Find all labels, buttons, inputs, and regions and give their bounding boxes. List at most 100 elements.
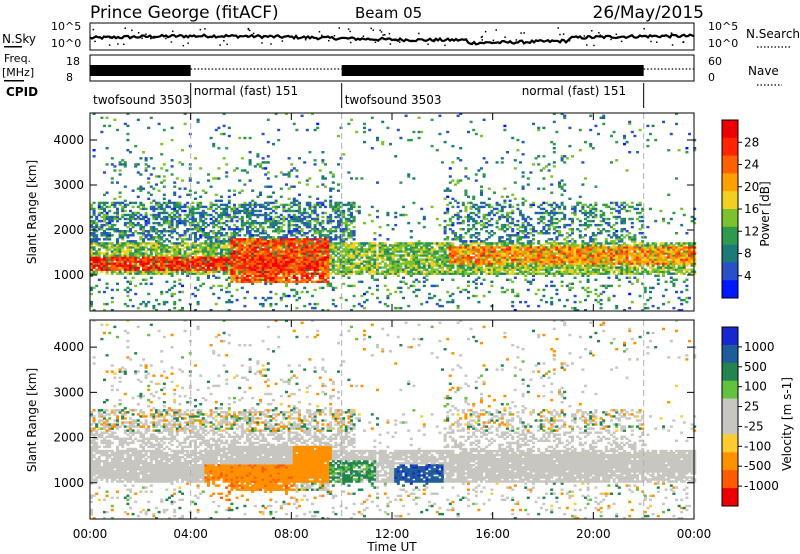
power-cell [324,185,327,188]
power-cell [378,256,382,259]
power-cell [511,262,515,265]
power-cell [402,242,405,245]
power-cell [407,244,411,247]
power-cell [311,294,314,298]
power-cell [537,266,541,269]
power-cell [277,270,281,273]
power-cell [277,260,281,263]
power-cell [539,262,543,265]
power-cell [402,258,405,261]
power-cell [399,254,403,257]
power-cell [209,260,213,263]
power-cell [459,258,463,261]
power-cell [503,264,507,267]
power-cell [238,191,242,194]
power-cell [162,250,166,253]
power-cell [303,252,307,255]
power-cell [521,203,525,207]
power-cell [238,254,242,257]
power-cell [196,118,200,122]
power-cell [292,167,296,170]
power-cell [165,221,169,225]
power-cell [521,217,525,221]
power-cell [183,254,187,257]
cpid-row: CPID twofsound 3503 normal (fast) 151 tw… [6,83,645,108]
power-cell [277,215,281,219]
power-cell [324,262,327,265]
power-cell [298,242,301,245]
power-cell [537,254,541,257]
power-cell [95,244,99,247]
power-cell [227,284,231,288]
power-cell [199,246,203,249]
power-cell [506,278,509,282]
power-cell [240,189,244,192]
power-cell [246,209,249,213]
power-cell [316,250,320,253]
power-cell [316,240,320,243]
power-cell [443,262,447,265]
power-cell [126,240,130,243]
power-cell [266,278,270,282]
power-cell [261,256,265,259]
nsearch-dot [427,43,429,45]
power-cell [430,266,434,269]
power-cell [149,258,153,261]
power-cell [428,242,431,245]
power-cell [253,280,257,284]
power-cell [186,215,190,219]
power-cell [113,254,117,257]
power-cell [178,268,182,271]
power-cell [121,236,125,239]
power-cell [295,230,299,233]
power-cell [212,144,216,148]
power-cell [105,215,109,219]
power-cell [123,242,127,245]
power-cell [344,266,348,269]
power-cell [524,230,528,233]
power-cell [513,256,517,259]
power-cell [144,242,148,245]
power-cell [103,256,106,259]
power-cell [160,250,164,253]
power-cell [321,201,325,205]
power-cell [126,304,130,308]
power-cell [134,260,138,263]
power-cell [92,258,96,261]
power-cell [139,187,143,190]
power-cell [199,242,203,245]
power-cell [350,234,353,237]
power-cell [285,236,288,239]
power-cell [337,215,340,219]
power-cell [266,250,270,253]
power-cell [513,250,517,253]
power-cell [318,246,322,249]
power-cell [259,225,262,229]
power-cell [305,272,309,275]
power-cell [248,163,252,166]
power-cell [261,296,265,300]
power-cell [269,219,273,223]
power-cell [217,213,221,217]
power-cell [461,260,465,263]
power-cell [279,246,283,249]
power-cell [251,207,255,211]
power-cell [472,128,476,132]
power-cell [131,211,135,215]
power-cell [464,258,468,261]
power-cell [225,246,229,249]
power-cell [131,266,135,269]
power-cell [129,256,132,259]
power-cell [157,203,161,207]
power-cell [251,242,255,245]
power-cell [474,173,478,176]
power-cell [230,266,234,269]
power-cell [175,262,179,265]
power-cell [472,280,476,284]
power-cell [438,270,442,273]
power-cell [524,268,528,271]
power-cell [420,302,424,306]
power-cell [521,215,525,219]
power-cell [326,238,330,241]
power-cell [233,256,236,259]
